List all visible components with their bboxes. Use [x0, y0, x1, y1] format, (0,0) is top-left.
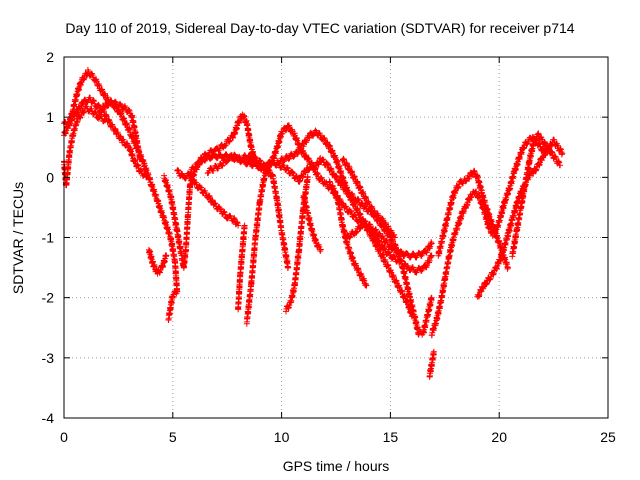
tick-layer: 0 5 10 15 20 25 -4 -3 -2 -1 0 1 2	[42, 49, 616, 445]
y-tick-label: 0	[46, 169, 54, 185]
data-marks-track-h	[174, 166, 242, 229]
series-track-h	[174, 166, 242, 229]
y-tick-label: 2	[46, 49, 54, 65]
series-track-m	[274, 127, 416, 320]
data-marks-track-u	[435, 167, 511, 272]
series-track-e	[145, 246, 170, 277]
y-tick-label: 1	[46, 109, 54, 125]
data-marks-track-r	[343, 218, 435, 261]
y-tick-label: -1	[42, 230, 55, 246]
data-marks-track-c	[95, 97, 144, 163]
x-tick-label: 0	[60, 429, 68, 445]
data-marks-track-d	[61, 103, 109, 189]
x-axis-label: GPS time / hours	[282, 458, 390, 474]
x-tick-label: 10	[274, 429, 290, 445]
data-marks-track-j	[204, 151, 292, 271]
data-marks-track-s	[426, 348, 437, 380]
series-track-q	[339, 155, 398, 241]
x-tick-label: 20	[491, 429, 507, 445]
series-track-d	[61, 103, 109, 189]
y-tick-label: -4	[42, 410, 55, 426]
y-tick-label: -2	[42, 290, 55, 306]
data-marks-track-w	[509, 130, 551, 260]
x-tick-label: 25	[600, 429, 616, 445]
series-track-k	[235, 222, 248, 313]
data-marks-track-k	[235, 222, 248, 313]
data-marks-track-m	[274, 127, 416, 320]
data-marks-track-e	[145, 246, 170, 277]
data-marks-track-q	[339, 155, 398, 241]
series-track-j	[204, 151, 292, 271]
series-track-c	[95, 97, 144, 163]
series-track-p	[326, 178, 370, 289]
y-tick-label: -3	[42, 350, 55, 366]
series-track-o	[300, 192, 324, 254]
grid-layer	[64, 57, 608, 418]
x-tick-label: 5	[169, 429, 177, 445]
data-marks-track-f	[165, 288, 181, 323]
series-track-r	[343, 218, 435, 261]
series-track-f	[165, 288, 181, 323]
x-tick-label: 15	[383, 429, 399, 445]
data-marks-track-o	[300, 192, 324, 254]
y-axis-label: SDTVAR / TECUs	[10, 181, 26, 295]
series-track-w	[509, 130, 551, 260]
data-marks-track-p	[326, 178, 370, 289]
data-layer	[61, 67, 566, 380]
series-track-s	[426, 348, 437, 380]
chart-title: Day 110 of 2019, Sidereal Day-to-day VTE…	[65, 20, 575, 36]
series-track-u	[435, 167, 511, 272]
